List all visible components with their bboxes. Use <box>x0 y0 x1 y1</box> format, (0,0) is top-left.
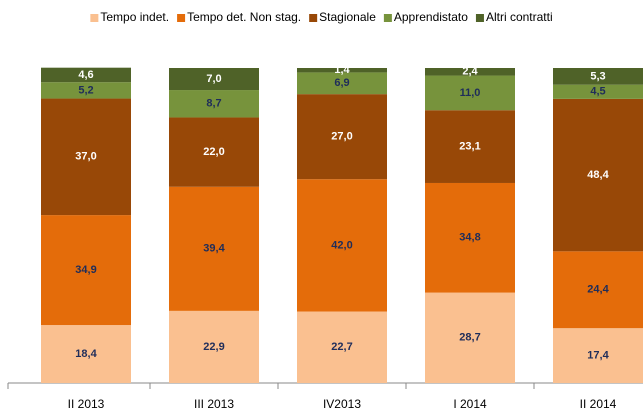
bar-segment <box>41 325 131 383</box>
value-label: 24,4 <box>587 284 609 296</box>
x-tick-label: II 2013 <box>68 397 105 411</box>
value-label: 17,4 <box>587 350 609 362</box>
value-label: 6,9 <box>334 77 349 89</box>
bar-segment <box>169 310 259 383</box>
x-tick-label: II 2014 <box>580 397 617 411</box>
value-label: 22,7 <box>331 341 352 353</box>
value-label: 34,9 <box>75 264 96 276</box>
value-label: 7,0 <box>206 73 221 85</box>
bar-segment <box>553 328 643 383</box>
value-label: 5,2 <box>78 84 93 96</box>
legend-label: Stagionale <box>319 10 376 24</box>
legend-swatch <box>309 14 318 22</box>
bar-segment <box>425 68 515 76</box>
bar-segment <box>425 110 515 183</box>
value-label: 23,1 <box>459 140 480 152</box>
bar-segment <box>553 84 643 99</box>
bar-segment <box>425 75 515 111</box>
bar-segment <box>425 182 515 293</box>
value-label: 5,3 <box>590 70 605 82</box>
value-label: 22,9 <box>203 341 224 353</box>
bar-segment <box>41 82 131 99</box>
legend-label: Altri contratti <box>486 10 553 24</box>
legend-swatch <box>383 14 392 22</box>
legend-swatch <box>177 14 186 22</box>
value-label: 34,8 <box>459 232 480 244</box>
bar-segment <box>41 215 131 326</box>
bar-segment <box>297 68 387 73</box>
value-label: 39,4 <box>203 243 225 255</box>
value-label: 42,0 <box>331 239 352 251</box>
value-label: 18,4 <box>75 348 97 360</box>
value-label: 37,0 <box>75 151 96 163</box>
bar-segment <box>297 94 387 180</box>
bar-segment <box>41 67 131 83</box>
value-label: 48,4 <box>587 169 609 181</box>
legend-label: Tempo indet. <box>100 10 169 24</box>
value-label: 27,0 <box>331 131 352 143</box>
bar-segment <box>297 311 387 383</box>
value-label: 1,4 <box>334 64 350 76</box>
legend-swatch <box>90 14 99 22</box>
bar-segment <box>41 98 131 216</box>
bar-segment <box>553 251 643 329</box>
x-tick-label: IV2013 <box>323 397 361 411</box>
bar-segment <box>169 68 259 91</box>
x-tick-label: I 2014 <box>453 397 487 411</box>
value-label: 2,4 <box>462 66 478 78</box>
value-label: 4,5 <box>590 86 605 98</box>
legend-label: Apprendistato <box>394 10 468 24</box>
bar-segment <box>553 98 643 252</box>
value-label: 28,7 <box>459 332 480 344</box>
bar-segment <box>169 117 259 187</box>
value-label: 22,0 <box>203 146 224 158</box>
bar-segment <box>553 68 643 85</box>
bar-segment <box>169 186 259 311</box>
bar-segment <box>297 72 387 95</box>
bar-segment <box>425 292 515 383</box>
value-label: 4,6 <box>78 69 93 81</box>
bar-segment <box>297 179 387 312</box>
bar-segment <box>169 90 259 118</box>
legend-label: Tempo det. Non stag. <box>187 10 301 24</box>
legend-swatch <box>475 14 484 22</box>
value-label: 8,7 <box>206 98 221 110</box>
x-tick-label: III 2013 <box>194 397 234 411</box>
value-label: 11,0 <box>460 87 481 99</box>
